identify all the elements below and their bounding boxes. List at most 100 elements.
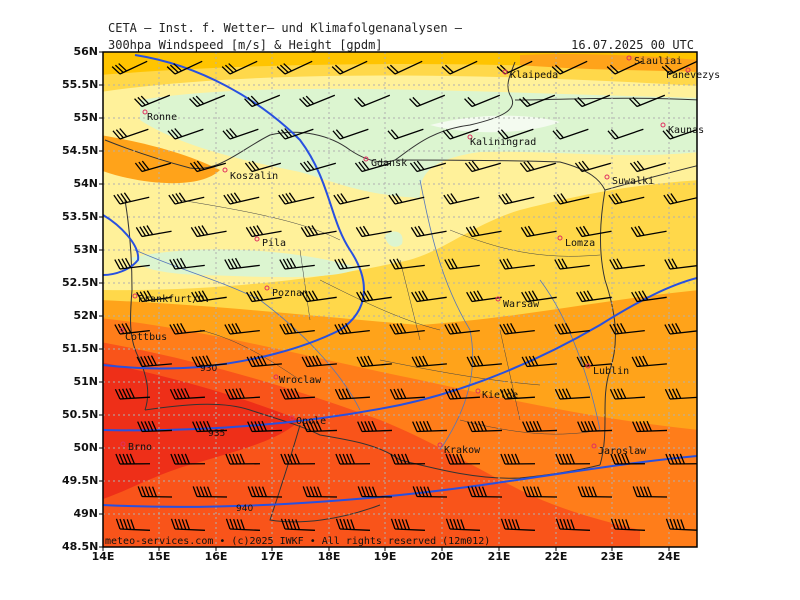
wind-barb (246, 290, 282, 303)
lon-label: 22E (544, 550, 568, 563)
wind-barb (609, 322, 645, 335)
wind-barb (631, 290, 667, 303)
wind-barb (629, 94, 666, 108)
wind-barb (520, 225, 557, 238)
wind-barb (409, 160, 447, 173)
wind-barb (664, 388, 697, 400)
wind-barb (244, 160, 282, 173)
lat-label: 49N (73, 507, 98, 520)
map-frame (102, 51, 698, 548)
lat-label: 51.5N (62, 342, 99, 355)
city-brno: Brno (120, 441, 152, 453)
copyright-footer: meteo-services.com • (c)2025 IWKF • All … (105, 536, 490, 547)
wind-barb (386, 60, 423, 75)
wind-barb (223, 192, 260, 205)
wind-barb (389, 388, 425, 400)
wind-barb (357, 420, 393, 433)
wind-barb (114, 257, 150, 270)
wind-barb (224, 322, 260, 335)
wind-barb (277, 128, 314, 140)
wind-barb (244, 94, 281, 108)
border-lt (514, 97, 697, 191)
wind-barb (280, 518, 315, 531)
wind-barb (575, 225, 612, 238)
speed-band-orange-ne (520, 53, 697, 72)
lat-label: 51N (73, 375, 98, 388)
lat-label: 54N (73, 177, 98, 190)
wind-barb (555, 518, 590, 531)
contour-label-935: 935 (208, 429, 225, 439)
wind-barb (555, 453, 591, 465)
wind-barb (577, 420, 613, 433)
wind-barb (499, 322, 535, 335)
wind-barb (412, 420, 448, 433)
wind-barb (608, 193, 645, 205)
wind-barb (166, 60, 203, 75)
city-jaroslaw: Jaroslaw (591, 443, 647, 457)
lat-label: 55N (73, 111, 98, 124)
wind-barb (632, 420, 668, 433)
wind-barb (279, 257, 315, 270)
wind-barb (115, 453, 151, 465)
wind-barb (499, 258, 535, 270)
contour-935 (103, 277, 697, 432)
wind-barb (499, 388, 535, 400)
city-label: Siauliai (634, 56, 682, 67)
city-label: Gdansk (371, 158, 407, 169)
wind-barb (521, 290, 557, 303)
wind-barb (225, 453, 261, 465)
lon-label: 19E (373, 550, 397, 563)
city-label: Frankfurt/O. (138, 294, 210, 305)
city-kaunas: Kaunas (660, 122, 704, 136)
contour-930 (103, 54, 365, 370)
contour-940 (103, 455, 697, 508)
wind-barb (354, 160, 392, 173)
wind-barb (222, 128, 259, 140)
border-cz-sk (269, 424, 381, 523)
lat-label: 53N (73, 243, 98, 256)
wind-barb (114, 322, 150, 335)
city-wroclaw: Wroclaw (273, 374, 322, 386)
wind-barb (519, 94, 556, 108)
wind-barb (410, 225, 447, 238)
wind-barb (246, 355, 282, 368)
wind-barb (412, 486, 448, 498)
wind-barb (389, 258, 425, 270)
wind-barb (224, 388, 260, 400)
border-pl-sk (399, 459, 601, 479)
speed-band-green-center (130, 249, 360, 278)
wind-barb (500, 518, 535, 531)
wind-barb (390, 518, 425, 531)
wind-barb (411, 355, 447, 368)
wind-barb (665, 518, 697, 531)
lon-label: 23E (600, 550, 624, 563)
map-title: CETA – Inst. f. Wetter– und Klimafolgena… (108, 21, 463, 35)
wind-barb (134, 160, 172, 173)
valid-time: 16.07.2025 00 UTC (571, 38, 694, 52)
wind-barb (521, 355, 557, 368)
wind-barb (665, 453, 697, 465)
city-koszalin: Koszalin (222, 167, 278, 182)
city-cottbus: Cottbus (119, 327, 167, 343)
city-frankfurt-oder: Frankfurt/O. (132, 293, 210, 305)
wind-barb (442, 128, 479, 140)
wind-barb (332, 128, 369, 140)
height-contours (103, 54, 697, 508)
wind-barb (135, 225, 172, 238)
wind-barb (554, 258, 590, 270)
border-pl-cz (144, 403, 401, 461)
city-poznan: Poznan (264, 285, 308, 299)
wind-barb (610, 518, 645, 531)
wind-barb (113, 192, 150, 205)
wind-barb (301, 355, 337, 368)
wind-barb (191, 290, 227, 303)
wind-barb (302, 420, 338, 433)
wind-barb (169, 388, 205, 400)
wind-barb (522, 486, 558, 498)
city-markers: Siauliai Panevezys Klaipeda Kaunas Kalin… (119, 55, 720, 457)
wind-barb (464, 160, 502, 173)
city-siauliai: Siauliai (626, 55, 682, 67)
wind-barb (169, 322, 205, 335)
city-label: Pila (262, 238, 286, 249)
